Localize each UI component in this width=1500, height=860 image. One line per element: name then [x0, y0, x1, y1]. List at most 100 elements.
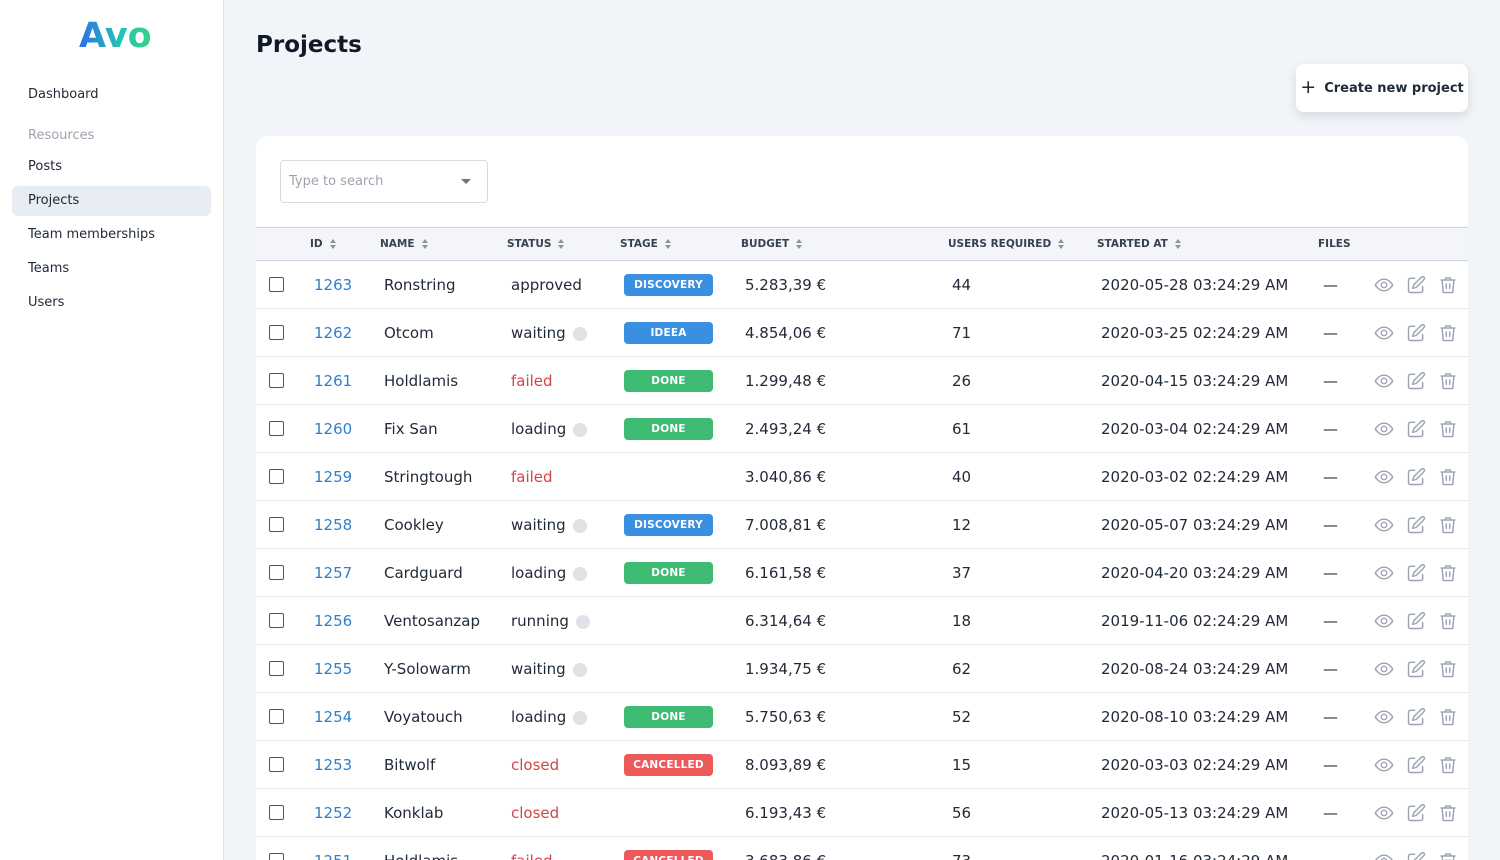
row-id-link[interactable]: 1253 [314, 756, 353, 774]
row-started-at: 2020-05-28 03:24:29 AM [1101, 276, 1289, 294]
row-status: approved [511, 276, 582, 294]
edit-icon[interactable] [1406, 275, 1426, 295]
row-checkbox[interactable] [269, 565, 284, 580]
chevron-down-icon[interactable] [461, 179, 471, 184]
row-id-link[interactable]: 1251 [314, 852, 352, 860]
eye-icon[interactable] [1374, 851, 1394, 860]
row-status: closed [511, 756, 559, 774]
trash-icon[interactable] [1438, 563, 1458, 583]
row-status-text: closed [511, 756, 560, 774]
row-id-link[interactable]: 1254 [314, 708, 353, 726]
row-checkbox[interactable] [269, 853, 284, 860]
edit-icon[interactable] [1406, 803, 1426, 823]
edit-icon[interactable] [1406, 563, 1426, 583]
sort-arrows-icon[interactable] [558, 239, 565, 249]
trash-icon[interactable] [1438, 707, 1458, 727]
edit-icon[interactable] [1406, 611, 1426, 631]
sort-arrows-icon[interactable] [664, 239, 671, 249]
column-header-name[interactable]: NAME [380, 228, 428, 260]
row-id-link[interactable]: 1262 [314, 324, 353, 342]
eye-icon[interactable] [1374, 419, 1394, 439]
row-id-link[interactable]: 1252 [314, 804, 353, 822]
trash-icon[interactable] [1438, 371, 1458, 391]
sidebar-item-posts[interactable]: Posts [28, 159, 62, 174]
sidebar-item-users[interactable]: Users [28, 295, 65, 310]
trash-icon[interactable] [1438, 755, 1458, 775]
row-checkbox[interactable] [269, 613, 284, 628]
eye-icon[interactable] [1374, 611, 1394, 631]
column-header-users-required[interactable]: USERS REQUIRED [948, 228, 1065, 260]
row-status: loading [511, 420, 588, 438]
edit-icon[interactable] [1406, 323, 1426, 343]
sort-arrows-icon[interactable] [1174, 239, 1181, 249]
sort-arrows-icon[interactable] [796, 239, 803, 249]
row-checkbox[interactable] [269, 277, 284, 292]
sort-arrows-icon[interactable] [421, 239, 428, 249]
column-header-started-at[interactable]: STARTED AT [1097, 228, 1181, 260]
row-status: running [511, 612, 590, 630]
trash-icon[interactable] [1438, 323, 1458, 343]
sidebar-item-projects[interactable]: Projects [12, 186, 211, 216]
eye-icon[interactable] [1374, 563, 1394, 583]
row-checkbox[interactable] [269, 661, 284, 676]
edit-icon[interactable] [1406, 371, 1426, 391]
eye-icon[interactable] [1374, 467, 1394, 487]
column-header-budget[interactable]: BUDGET [741, 228, 803, 260]
column-header-id[interactable]: ID [310, 228, 336, 260]
sidebar-item-dashboard[interactable]: Dashboard [28, 87, 99, 102]
row-id-link[interactable]: 1256 [314, 612, 353, 630]
row-id-link[interactable]: 1263 [314, 276, 353, 294]
avo-logo[interactable]: Avo [78, 14, 150, 54]
eye-icon[interactable] [1374, 371, 1394, 391]
sidebar-item-teams[interactable]: Teams [28, 261, 70, 276]
eye-icon[interactable] [1374, 803, 1394, 823]
dot-icon [573, 423, 588, 437]
edit-icon[interactable] [1406, 515, 1426, 535]
search-input[interactable] [281, 161, 461, 202]
row-id-link[interactable]: 1258 [314, 516, 353, 534]
row-checkbox[interactable] [269, 517, 284, 532]
row-checkbox[interactable] [269, 325, 284, 340]
edit-icon[interactable] [1406, 419, 1426, 439]
row-checkbox[interactable] [269, 421, 284, 436]
eye-icon[interactable] [1374, 755, 1394, 775]
row-id-link[interactable]: 1257 [314, 564, 353, 582]
trash-icon[interactable] [1438, 803, 1458, 823]
row-checkbox[interactable] [269, 469, 284, 484]
eye-icon[interactable] [1374, 275, 1394, 295]
trash-icon[interactable] [1438, 515, 1458, 535]
row-id-link[interactable]: 1260 [314, 420, 353, 438]
edit-icon[interactable] [1406, 467, 1426, 487]
sort-arrows-icon[interactable] [329, 239, 336, 249]
trash-icon[interactable] [1438, 419, 1458, 439]
column-header-status[interactable]: STATUS [507, 228, 565, 260]
row-checkbox[interactable] [269, 709, 284, 724]
row-checkbox[interactable] [269, 373, 284, 388]
eye-icon[interactable] [1374, 323, 1394, 343]
edit-icon[interactable] [1406, 851, 1426, 860]
dot-icon [573, 711, 588, 725]
sidebar-item-team-memberships[interactable]: Team memberships [28, 227, 156, 242]
row-checkbox[interactable] [269, 805, 284, 820]
eye-icon[interactable] [1374, 515, 1394, 535]
trash-icon[interactable] [1438, 275, 1458, 295]
edit-icon[interactable] [1406, 707, 1426, 727]
eye-icon[interactable] [1374, 707, 1394, 727]
edit-icon[interactable] [1406, 659, 1426, 679]
trash-icon[interactable] [1438, 611, 1458, 631]
row-checkbox[interactable] [269, 757, 284, 772]
trash-icon[interactable] [1438, 467, 1458, 487]
eye-icon[interactable] [1374, 659, 1394, 679]
create-new-project-button[interactable]: + Create new project [1296, 64, 1468, 112]
trash-icon[interactable] [1438, 659, 1458, 679]
sort-arrows-icon[interactable] [1058, 239, 1065, 249]
search-box[interactable] [280, 160, 488, 203]
row-id-link[interactable]: 1255 [314, 660, 353, 678]
row-started-at: 2020-01-16 03:24:29 AM [1101, 852, 1288, 860]
row-name: Ronstring [384, 276, 456, 294]
row-id-link[interactable]: 1261 [314, 372, 353, 390]
column-header-stage[interactable]: STAGE [620, 228, 671, 260]
edit-icon[interactable] [1406, 755, 1426, 775]
trash-icon[interactable] [1438, 851, 1458, 860]
row-id-link[interactable]: 1259 [314, 468, 353, 486]
